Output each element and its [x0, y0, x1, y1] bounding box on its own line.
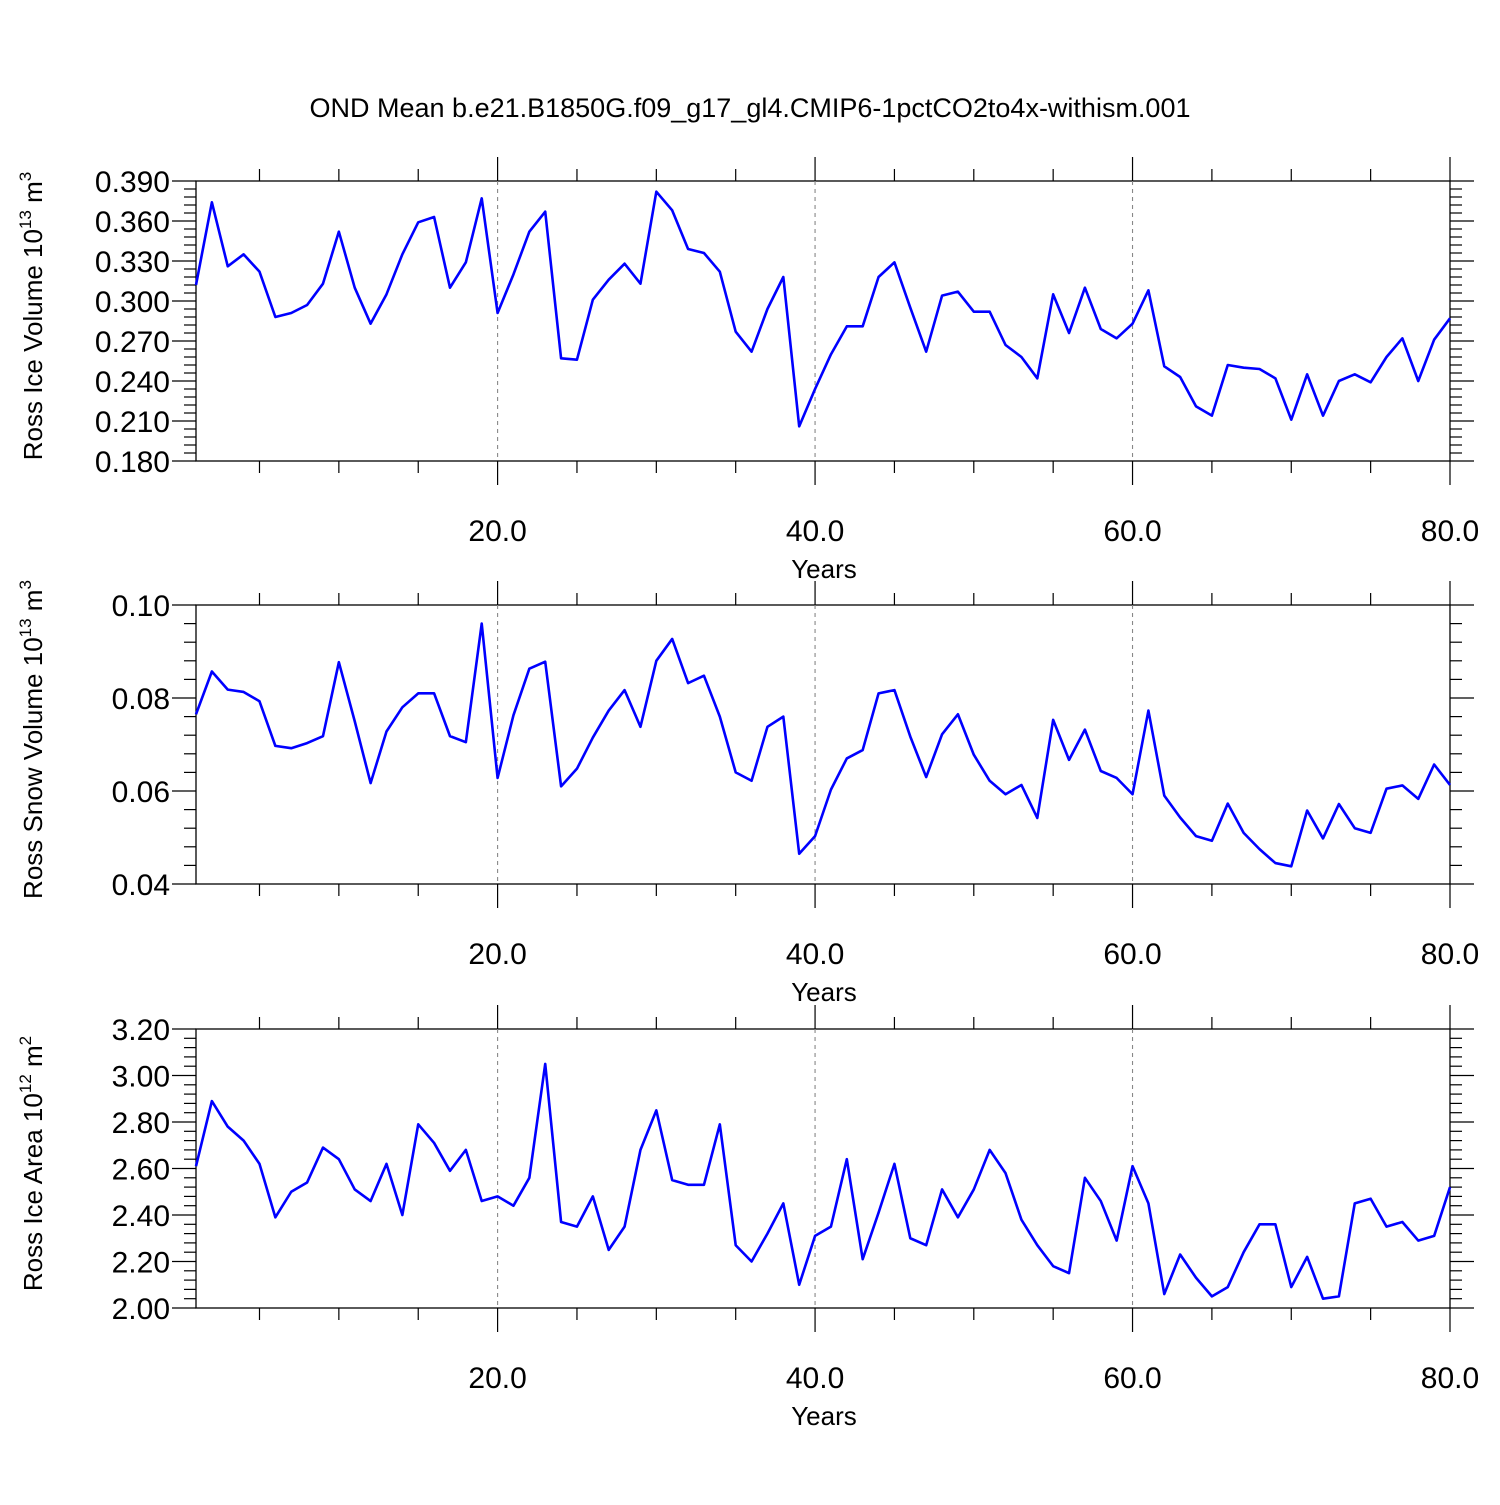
- y-axis-label-unit: m: [18, 1045, 48, 1074]
- x-tick-label: 60.0: [1103, 1362, 1161, 1395]
- x-tick-label: 20.0: [468, 515, 526, 548]
- y-tick-label: 3.00: [112, 1061, 170, 1094]
- y-axis-label: Ross Snow Volume 1013 m3: [16, 580, 48, 899]
- series-line-1: [196, 192, 1450, 427]
- x-axis-label: Years: [791, 1401, 857, 1431]
- y-tick-label: 2.20: [112, 1247, 170, 1280]
- y-axis-label-unit: m: [18, 590, 48, 619]
- y-tick-label: 0.330: [95, 246, 170, 279]
- y-tick-label: 0.390: [95, 166, 170, 199]
- x-tick-label: 80.0: [1421, 938, 1479, 971]
- y-axis-label-main: Ross Ice Volume 10: [18, 229, 48, 460]
- y-axis-label-exponent: 13: [16, 618, 35, 637]
- x-tick-label: 60.0: [1103, 515, 1161, 548]
- y-tick-label: 0.10: [112, 590, 170, 623]
- y-axis-label-unit-exponent: 3: [16, 172, 35, 181]
- y-tick-label: 3.20: [112, 1014, 170, 1047]
- y-tick-label: 2.00: [112, 1293, 170, 1326]
- x-tick-label: 40.0: [786, 515, 844, 548]
- y-tick-label: 2.60: [112, 1154, 170, 1187]
- y-tick-label: 0.210: [95, 406, 170, 439]
- y-tick-label: 0.300: [95, 286, 170, 319]
- figure-title: OND Mean b.e21.B1850G.f09_g17_gl4.CMIP6-…: [310, 93, 1191, 123]
- y-axis-label-exponent: 13: [16, 210, 35, 229]
- x-axis-label: Years: [791, 977, 857, 1007]
- y-tick-label: 2.40: [112, 1200, 170, 1233]
- x-tick-label: 20.0: [468, 938, 526, 971]
- y-axis-label-unit-exponent: 2: [16, 1036, 35, 1045]
- y-tick-label: 0.04: [112, 869, 170, 902]
- y-tick-label: 0.360: [95, 206, 170, 239]
- y-axis-label-main: Ross Ice Area 10: [18, 1093, 48, 1291]
- x-tick-label: 40.0: [786, 1362, 844, 1395]
- x-tick-label: 80.0: [1421, 1362, 1479, 1395]
- x-tick-label: 80.0: [1421, 515, 1479, 548]
- x-tick-label: 20.0: [468, 1362, 526, 1395]
- y-axis-label-unit: m: [18, 181, 48, 210]
- x-tick-label: 40.0: [786, 938, 844, 971]
- series-line-1: [196, 1064, 1450, 1299]
- y-axis-label: Ross Ice Area 1012 m2: [16, 1036, 48, 1291]
- y-axis-label: Ross Ice Volume 1013 m3: [16, 172, 48, 461]
- y-axis-label-unit-exponent: 3: [16, 580, 35, 589]
- y-tick-label: 0.06: [112, 776, 170, 809]
- y-axis-label-exponent: 12: [16, 1074, 35, 1093]
- x-axis-label: Years: [791, 554, 857, 584]
- panel-2: 0.04 0.06 0.08 0.10 20.0 40.0 60.0 80.0 Years Ros…: [16, 580, 1479, 1007]
- series-line-1: [196, 624, 1450, 867]
- plot-frame: [196, 605, 1450, 884]
- y-tick-label: 2.80: [112, 1107, 170, 1140]
- panel-3: 2.00 2.20 2.40 2.60 2.80 3.00 3.20 20.0 40.0 60.0…: [16, 1005, 1479, 1431]
- panel-1: 0.180 0.210 0.240 0.270 0.300 0.330 0.360 0.390…: [16, 157, 1479, 584]
- y-tick-label: 0.08: [112, 683, 170, 716]
- plot-frame: [196, 181, 1450, 461]
- x-tick-label: 60.0: [1103, 938, 1161, 971]
- y-tick-label: 0.240: [95, 366, 170, 399]
- y-tick-label: 0.270: [95, 326, 170, 359]
- y-axis-label-main: Ross Snow Volume 10: [18, 637, 48, 899]
- y-tick-label: 0.180: [95, 446, 170, 479]
